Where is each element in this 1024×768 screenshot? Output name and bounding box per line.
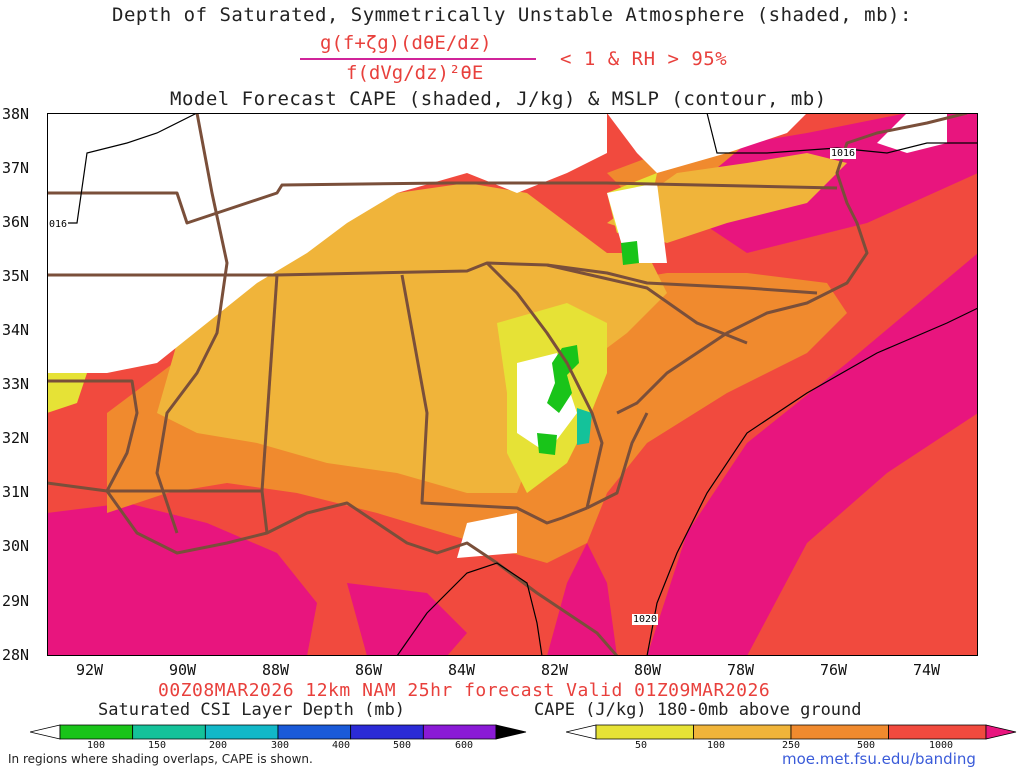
colorbar-segment (204, 724, 279, 740)
colorbar-segment (566, 724, 597, 740)
state-borders (47, 113, 968, 656)
csi-tick: 150 (147, 740, 167, 751)
lat-label: 31N (2, 483, 30, 501)
no-cape-north-area (47, 113, 607, 373)
cape-colorbar-title: CAPE (J/kg) 180-0mb above ground (534, 700, 862, 720)
csi-patch (547, 345, 579, 413)
lon-label: 78W (727, 661, 755, 679)
isobar-label: 016 (48, 219, 69, 230)
lat-label: 38N (2, 105, 30, 123)
cape-magenta-gulf-central (347, 583, 467, 656)
cape-tick: 1000 (928, 740, 954, 751)
colorbar-segment (595, 724, 694, 740)
lon-label: 76W (820, 661, 848, 679)
lon-label: 88W (262, 661, 290, 679)
colorbar-segment (422, 724, 497, 740)
csi-patch-teal (577, 408, 592, 445)
lat-label: 36N (2, 213, 30, 231)
lat-label: 35N (2, 267, 30, 285)
map-frame (47, 113, 978, 656)
cape-magenta-gulf-west (47, 503, 317, 656)
source-url-link[interactable]: moe.met.fsu.edu/banding (782, 750, 976, 768)
lon-label: 84W (448, 661, 476, 679)
colorbar-segment (350, 724, 424, 740)
lat-label: 29N (2, 592, 30, 610)
colorbar-segment (495, 724, 527, 740)
forecast-valid-line: 00Z08MAR2026 12km NAM 25hr forecast Vali… (158, 680, 771, 701)
lon-label: 92W (76, 661, 104, 679)
cape-tick: 50 (634, 740, 648, 751)
title-line-3: Model Forecast CAPE (shaded, J/kg) & MSL… (170, 88, 827, 110)
lon-label: 86W (355, 661, 383, 679)
lat-label: 37N (2, 159, 30, 177)
lon-label: 80W (634, 661, 662, 679)
csi-tick: 100 (86, 740, 106, 751)
no-cape-appalachian-area (607, 113, 807, 173)
colorbar-segment (985, 724, 1017, 740)
cape-colorbar (566, 724, 1017, 740)
csi-colorbar (30, 724, 527, 740)
colorbar-segment (59, 724, 134, 740)
lon-label: 82W (541, 661, 569, 679)
fraction-bar (300, 58, 536, 60)
csi-patch (537, 433, 557, 455)
lon-label: 74W (913, 661, 941, 679)
title-line-1: Depth of Saturated, Symmetrically Unstab… (112, 4, 912, 26)
cape-light-orange-north (607, 153, 847, 243)
csi-tick: 600 (454, 740, 474, 751)
lat-label: 28N (2, 646, 30, 664)
cape-magenta-band-east (647, 253, 978, 656)
csi-tick: 300 (270, 740, 290, 751)
cape-tick: 250 (781, 740, 801, 751)
lon-label: 90W (169, 661, 197, 679)
lat-label: 30N (2, 537, 30, 555)
isobar-label: 1016 (830, 148, 857, 159)
overlap-note: In regions where shading overlaps, CAPE … (8, 752, 313, 766)
condition-text: < 1 & RH > 95% (560, 48, 728, 70)
lat-label: 32N (2, 429, 30, 447)
csi-colorbar-title: Saturated CSI Layer Depth (mb) (98, 700, 406, 720)
csi-tick: 200 (208, 740, 228, 751)
cape-magenta-band-coast (547, 543, 617, 656)
colorbar-segment (888, 724, 987, 740)
ri-denominator: f(dVg/dz)²θE (346, 62, 484, 84)
isobar-label: 1020 (632, 614, 659, 625)
lat-label: 33N (2, 375, 30, 393)
cape-tick: 500 (856, 740, 876, 751)
csi-tick: 400 (331, 740, 351, 751)
cape-tick: 100 (706, 740, 726, 751)
colorbar-segment (277, 724, 352, 740)
forecast-map (47, 113, 978, 656)
colorbar-segment (132, 724, 206, 740)
ri-numerator: g(f+ζg)(dθE/dz) (320, 32, 492, 54)
csi-patch (621, 241, 639, 265)
colorbar-segment (30, 724, 61, 740)
cape-yellow-west (47, 363, 87, 413)
colorbar-segment (790, 724, 889, 740)
csi-tick: 500 (392, 740, 412, 751)
colorbar-segment (693, 724, 792, 740)
lat-label: 34N (2, 321, 30, 339)
